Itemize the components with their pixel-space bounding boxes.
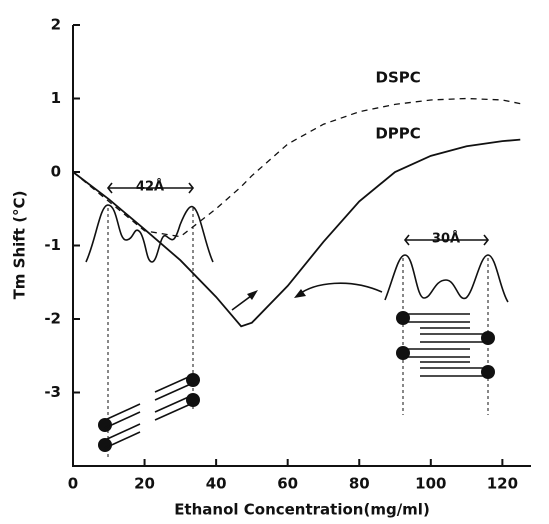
x-tick-label: 120 [487, 475, 518, 493]
y-tick-label: 2 [51, 16, 61, 34]
x-axis-label: Ethanol Concentration(mg/ml) [174, 501, 430, 519]
x-tick-label: 80 [349, 475, 370, 493]
annotation: 30Å [432, 231, 460, 247]
x-tick-label: 60 [277, 475, 298, 493]
line-series [72, 138, 521, 328]
x-tick-label: 100 [415, 475, 446, 493]
y-tick-label: 0 [51, 163, 61, 181]
series-label: DSPC [376, 68, 421, 86]
axes-frame [72, 25, 531, 467]
x-tick-label: 0 [68, 475, 78, 493]
x-tick-label: 20 [134, 475, 155, 493]
y-tick-label: -2 [44, 310, 61, 328]
x-tick-label: 40 [206, 475, 227, 493]
y-tick-label: -3 [44, 383, 61, 401]
inset-left: 42Å [85, 179, 258, 458]
inset-right: 30Å [294, 231, 509, 415]
series-label: DPPC [375, 124, 420, 142]
y-axis-label: Tm Shift (°C) [11, 191, 29, 300]
y-tick-label: -1 [44, 236, 61, 254]
annotation: 42Å [136, 179, 164, 195]
line-series [72, 97, 521, 238]
y-tick-label: 1 [51, 89, 61, 107]
